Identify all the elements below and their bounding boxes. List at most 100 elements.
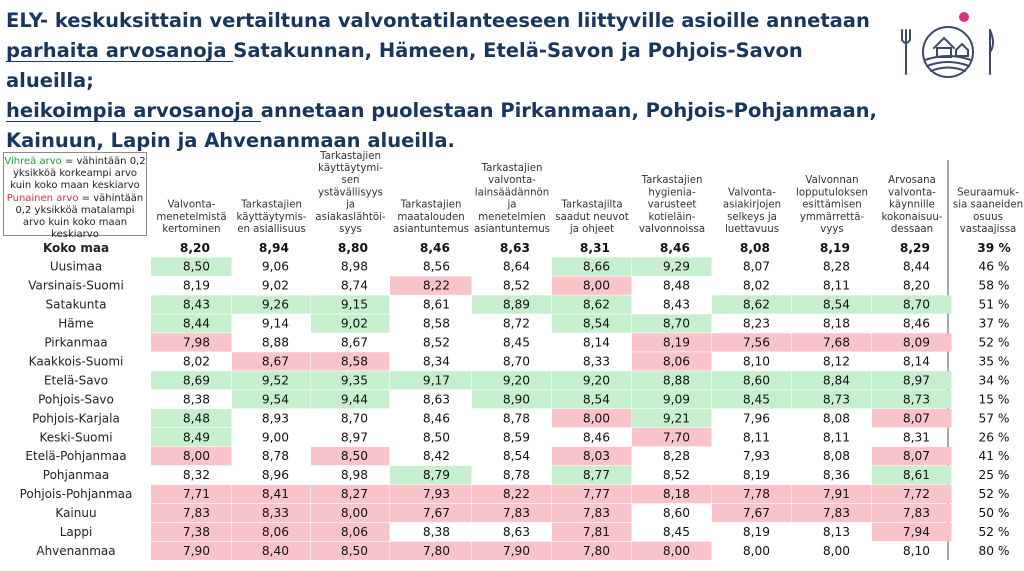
cell-value: 52 % — [979, 336, 1010, 350]
cell-value: 7,91 — [823, 487, 850, 501]
cell-highlight-green — [311, 390, 390, 409]
cell-highlight-green — [311, 314, 390, 333]
cell-value: 8,00 — [743, 544, 770, 558]
cell-value: 8,08 — [740, 241, 770, 255]
cell-value: 8,18 — [823, 317, 850, 331]
cell-value: 7,90 — [183, 544, 210, 558]
cell-value: 50 % — [979, 506, 1010, 520]
cell-value: 8,00 — [663, 544, 690, 558]
cell-value: 7,71 — [183, 487, 210, 501]
cell-value: 26 % — [979, 430, 1010, 444]
cell-value: 8,46 — [903, 317, 930, 331]
cell-value: 51 % — [979, 298, 1010, 312]
cell-value: 8,89 — [503, 298, 530, 312]
cell-value: 7,96 — [743, 411, 770, 425]
cell-value: 8,07 — [903, 449, 930, 463]
column-header-line: syys — [339, 224, 362, 235]
cell-highlight-green — [311, 295, 390, 314]
cell-value: 8,07 — [903, 411, 930, 425]
cell-value: 8,94 — [259, 241, 289, 255]
cell-value: 8,33 — [583, 354, 610, 368]
cell-value: 8,60 — [663, 506, 690, 520]
cell-value: 8,52 — [503, 279, 530, 293]
cell-value: 7,81 — [583, 525, 610, 539]
row-label: Etelä-Pohjanmaa — [25, 449, 126, 463]
cell-highlight-green — [872, 295, 952, 314]
cell-value: 9,00 — [262, 430, 289, 444]
column-header-line: ja — [345, 200, 355, 211]
cell-value: 8,67 — [262, 354, 289, 368]
cell-value: 8,11 — [743, 430, 770, 444]
column-header-line: kotieläin- — [649, 212, 696, 223]
cell-value: 9,54 — [262, 392, 289, 406]
cell-value: 7,83 — [503, 506, 530, 520]
cell-value: 8,80 — [338, 241, 368, 255]
cell-value: 8,70 — [903, 298, 930, 312]
cell-value: 8,56 — [423, 260, 450, 274]
cell-value: 8,98 — [341, 260, 368, 274]
column-header: Tarkastajien käyttäytymis-en asiallisuus — [236, 200, 306, 235]
cell-value: 8,46 — [660, 241, 690, 255]
cell-value: 9,35 — [341, 373, 368, 387]
cell-value: 8,50 — [183, 260, 210, 274]
column-header-line: Valvonta- — [728, 187, 776, 198]
cell-value: 8,19 — [820, 241, 850, 255]
cell-highlight-red — [232, 484, 311, 504]
cell-highlight-green — [792, 295, 872, 314]
cell-value: 34 % — [979, 373, 1010, 387]
cell-highlight-green — [632, 371, 712, 390]
cell-value: 8,59 — [503, 430, 530, 444]
title-line-2-rest: Satakunnan, Hämeen, Etelä-Savon ja Pohjo… — [6, 39, 803, 92]
cell-value: 8,42 — [423, 449, 450, 463]
cell-value: 8,43 — [663, 298, 690, 312]
cell-highlight-green — [632, 314, 712, 333]
column-header-line: varusteet — [648, 200, 697, 211]
cell-highlight-red — [311, 522, 390, 542]
cell-value: 8,29 — [900, 241, 930, 255]
cell-value: 8,61 — [903, 468, 930, 482]
column-header-line: asiantuntemus — [474, 224, 550, 235]
cell-value: 8,27 — [341, 487, 368, 501]
title-line-2: parhaita arvosanoja Satakunnan, Hämeen, … — [6, 36, 886, 96]
cell-value: 8,11 — [823, 279, 850, 293]
column-header-line: Tarkastajien — [641, 175, 703, 186]
cell-highlight-red — [872, 446, 952, 466]
cell-value: 8,69 — [183, 373, 210, 387]
title-best-highlight: parhaita arvosanoja — [6, 39, 234, 62]
cell-value: 7,80 — [423, 544, 450, 558]
cell-value: 8,10 — [743, 354, 770, 368]
cell-value: 7,98 — [183, 336, 210, 350]
column-header-line: asiakaslähtöi- — [315, 212, 385, 223]
column-header-line: menetelmien — [478, 212, 546, 223]
cell-value: 8,19 — [743, 468, 770, 482]
cell-value: 8,06 — [341, 525, 368, 539]
title-line-3: heikoimpia arvosanoja annetaan puolestaa… — [6, 96, 886, 126]
row-label: Lappi — [60, 525, 93, 539]
cell-highlight-red — [632, 428, 712, 447]
cell-highlight-green — [151, 257, 232, 276]
cell-value: 80 % — [979, 544, 1010, 558]
cell-value: 7,67 — [423, 506, 450, 520]
cell-value: 8,49 — [183, 430, 210, 444]
column-header-line: Tarkastajien — [319, 151, 381, 162]
cell-value: 8,20 — [903, 279, 930, 293]
cell-value: 8,88 — [663, 373, 690, 387]
cell-value: 7,93 — [423, 487, 450, 501]
cell-value: 8,02 — [183, 354, 210, 368]
cell-value: 8,34 — [423, 354, 450, 368]
cell-value: 8,93 — [262, 411, 289, 425]
legend-red-label: Punainen arvo — [6, 192, 79, 204]
cell-value: 8,09 — [903, 336, 930, 350]
column-header-line: Tarkastajien — [240, 200, 302, 211]
cell-highlight-green — [552, 465, 632, 485]
cell-highlight-red — [390, 503, 472, 523]
cell-highlight-red — [390, 484, 472, 504]
cell-value: 8,63 — [423, 392, 450, 406]
column-header-line: Tarkastajilta — [560, 200, 622, 211]
cell-highlight-red — [151, 446, 232, 466]
cell-highlight-red — [552, 522, 632, 542]
cell-highlight-red — [712, 333, 792, 352]
column-header-line: sia saaneiden — [953, 200, 1023, 211]
cell-highlight-red — [792, 484, 872, 504]
cell-value: 8,31 — [580, 241, 610, 255]
